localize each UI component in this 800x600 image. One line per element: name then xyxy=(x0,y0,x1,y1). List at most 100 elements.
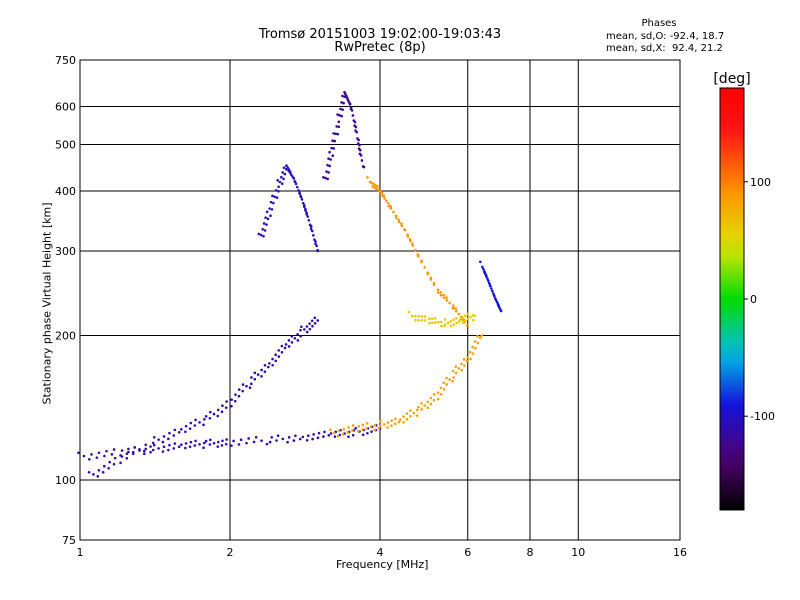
data-point xyxy=(340,114,344,118)
data-point xyxy=(351,433,355,437)
data-point xyxy=(316,436,320,440)
data-point xyxy=(373,423,377,427)
data-point xyxy=(436,288,440,292)
data-point xyxy=(245,441,248,445)
data-point xyxy=(426,400,430,404)
data-point xyxy=(301,435,305,439)
data-point xyxy=(361,165,365,168)
data-point xyxy=(293,337,297,340)
data-point xyxy=(188,445,192,449)
data-point xyxy=(439,293,443,297)
y-tick-label: 500 xyxy=(55,139,76,152)
data-point xyxy=(177,445,181,449)
data-point xyxy=(336,132,340,136)
data-point xyxy=(265,442,269,446)
data-point xyxy=(151,441,155,445)
data-point xyxy=(356,142,360,145)
data-point xyxy=(103,454,106,458)
y-axis-label: Stationary phase Virtual Height [km] xyxy=(40,202,54,405)
data-point xyxy=(341,432,345,436)
data-point xyxy=(341,94,344,98)
data-point xyxy=(290,341,294,344)
data-point xyxy=(294,434,297,438)
data-point xyxy=(452,376,455,379)
data-point xyxy=(405,417,409,421)
data-point xyxy=(304,209,307,212)
data-point xyxy=(198,442,201,446)
data-point xyxy=(413,248,417,252)
data-point xyxy=(313,238,316,241)
data-point xyxy=(265,210,269,214)
data-point xyxy=(262,222,266,225)
data-point xyxy=(372,182,376,186)
data-point xyxy=(332,132,335,135)
data-point xyxy=(395,216,398,220)
data-point xyxy=(308,223,312,227)
data-point xyxy=(312,433,315,436)
data-point xyxy=(386,201,390,205)
data-point xyxy=(322,175,325,179)
data-point xyxy=(97,468,101,472)
data-point xyxy=(289,173,293,176)
data-point xyxy=(403,228,407,232)
data-point xyxy=(288,170,292,173)
x-tick-label: 6 xyxy=(464,546,471,559)
data-point xyxy=(313,322,317,325)
data-point xyxy=(333,435,337,438)
data-point xyxy=(96,475,100,478)
data-point xyxy=(436,397,440,401)
data-point xyxy=(299,334,302,338)
y-tick-label: 300 xyxy=(55,245,76,258)
data-point xyxy=(454,309,458,313)
data-point xyxy=(341,108,344,111)
data-point xyxy=(331,154,335,158)
data-point xyxy=(322,435,325,438)
data-point xyxy=(487,281,491,285)
data-point xyxy=(385,199,388,203)
data-point xyxy=(476,341,480,345)
data-point xyxy=(415,414,419,417)
data-point xyxy=(157,438,160,441)
data-point xyxy=(292,439,296,442)
data-point xyxy=(309,227,313,231)
data-point xyxy=(373,428,376,432)
data-point xyxy=(269,214,272,218)
data-point xyxy=(204,439,208,443)
data-point xyxy=(420,408,423,411)
data-point xyxy=(469,315,472,319)
data-point xyxy=(360,159,364,162)
data-point xyxy=(460,368,464,372)
data-point xyxy=(413,314,417,318)
data-point xyxy=(433,317,437,320)
data-point xyxy=(230,398,234,401)
data-point xyxy=(271,363,274,367)
data-point xyxy=(142,449,146,453)
data-point xyxy=(357,425,361,428)
data-point xyxy=(254,435,258,439)
data-point xyxy=(198,421,201,424)
data-point xyxy=(484,274,488,277)
data-point xyxy=(471,352,475,355)
data-point xyxy=(408,237,412,241)
data-point xyxy=(473,314,477,317)
data-point xyxy=(390,419,393,422)
data-point xyxy=(332,147,336,150)
data-point xyxy=(149,445,152,448)
data-point xyxy=(283,172,287,176)
data-point xyxy=(263,364,267,367)
data-point xyxy=(82,454,86,458)
data-point xyxy=(480,334,484,337)
data-point xyxy=(329,158,332,161)
data-point xyxy=(371,185,374,188)
data-point xyxy=(173,428,177,432)
data-point xyxy=(274,353,277,357)
data-point xyxy=(417,405,420,409)
data-point xyxy=(490,287,493,290)
data-point xyxy=(486,279,490,283)
data-point xyxy=(263,229,267,232)
data-point xyxy=(473,340,477,343)
data-point xyxy=(278,180,282,184)
data-point xyxy=(481,265,484,269)
data-point xyxy=(237,443,241,446)
data-point xyxy=(482,267,485,271)
